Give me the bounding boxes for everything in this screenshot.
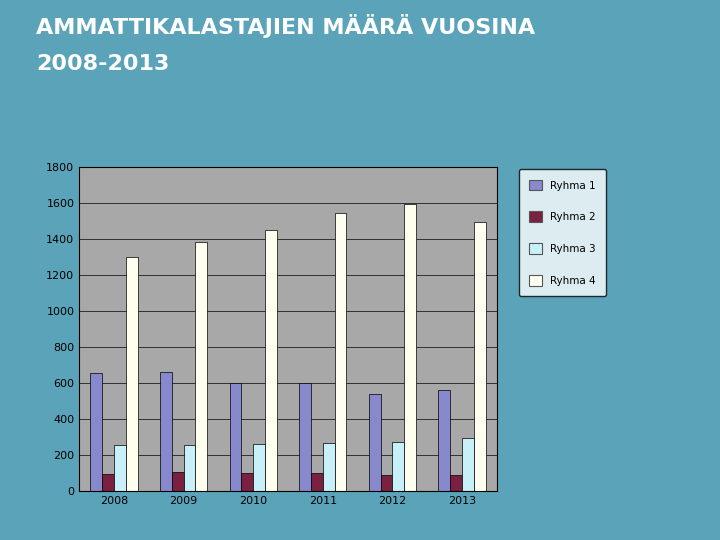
- Bar: [90, 373, 102, 491]
- Text: AMMATTIKALASTAJIEN MÄÄRÄ VUOSINA: AMMATTIKALASTAJIEN MÄÄRÄ VUOSINA: [36, 14, 535, 37]
- Bar: [369, 394, 381, 491]
- Bar: [114, 444, 126, 491]
- Bar: [450, 475, 462, 491]
- Bar: [253, 444, 265, 491]
- Bar: [335, 213, 346, 491]
- Legend: Ryhma 1, Ryhma 2, Ryhma 3, Ryhma 4: Ryhma 1, Ryhma 2, Ryhma 3, Ryhma 4: [518, 170, 606, 296]
- Bar: [299, 383, 311, 491]
- Bar: [195, 242, 207, 491]
- Bar: [474, 222, 486, 491]
- Bar: [184, 444, 195, 491]
- Bar: [230, 383, 241, 491]
- Bar: [381, 475, 392, 491]
- Bar: [311, 474, 323, 491]
- Bar: [404, 204, 416, 491]
- Bar: [438, 390, 450, 491]
- Bar: [160, 372, 172, 491]
- Bar: [462, 438, 474, 491]
- Bar: [102, 474, 114, 491]
- Bar: [392, 442, 404, 491]
- Bar: [265, 231, 277, 491]
- Text: 2008-2013: 2008-2013: [36, 54, 169, 74]
- Bar: [126, 256, 138, 491]
- Bar: [323, 443, 335, 491]
- Bar: [241, 474, 253, 491]
- Bar: [172, 471, 184, 491]
